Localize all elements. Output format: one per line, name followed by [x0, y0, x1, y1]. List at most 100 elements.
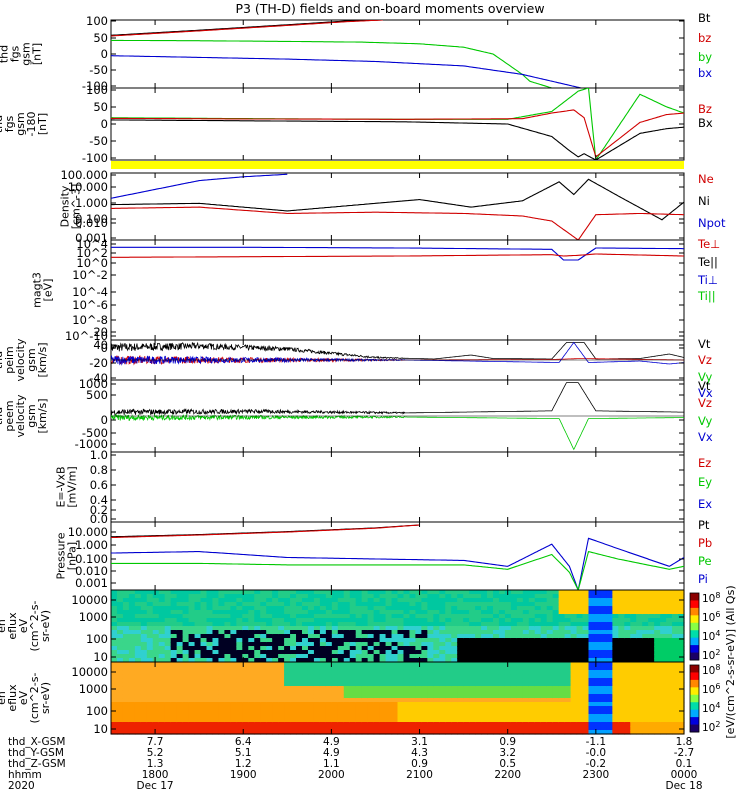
- y-tick-label: -50: [89, 134, 108, 148]
- y-tick-label: -1000: [75, 437, 108, 451]
- series-group: [111, 20, 582, 88]
- legend-Pe: Pe: [698, 554, 712, 568]
- y-tick-label: 10^-10: [65, 329, 108, 343]
- y-axis-label-line: magt3: [31, 272, 44, 308]
- y-tick-label: 0: [101, 341, 108, 355]
- y-axis-label-line: fgs: [3, 115, 16, 132]
- y-tick-label: 0.100: [75, 212, 108, 226]
- y-axis-label-line: thd: [0, 407, 5, 425]
- ephemeris-value: -1.1: [586, 736, 607, 748]
- date-right: Dec 18: [665, 780, 702, 792]
- colorbar-tick: 106: [702, 610, 720, 624]
- y-tick-label: 10^-2: [72, 268, 108, 282]
- y-axis-label-line: peim: [3, 346, 16, 374]
- y-tick-label: 1000: [79, 610, 108, 624]
- colorbar-2: 108 106 104 102: [689, 663, 720, 734]
- ephemeris-value: 0.9: [499, 736, 516, 748]
- legend-Ez: Ez: [698, 456, 711, 470]
- y-axis-label-line: (cm^2-s-: [28, 673, 41, 724]
- series-Pt: [111, 524, 420, 538]
- ephemeris-value: -0.2: [586, 758, 607, 770]
- y-axis-label: Density[cm^-3]: [59, 184, 83, 230]
- y-tick-label: 10^-6: [72, 298, 108, 312]
- y-axis-label: thdpeirenefluxeV(cm^2-s-sr-eV): [0, 601, 52, 652]
- y-tick-label: -50: [89, 63, 108, 77]
- legend-Te||: Te||: [697, 255, 718, 269]
- colorbar-label: [eV/(cm^2-s-sr-eV)] (All Qs): [724, 585, 737, 738]
- spectrogram-peir_en_eflux: [111, 590, 685, 663]
- y-tick-label: 100: [86, 14, 108, 28]
- series-group: [111, 173, 684, 240]
- legend-Vy: Vy: [698, 414, 713, 428]
- y-tick-label: 10000: [71, 593, 108, 607]
- y-tick-label: 0.6: [90, 478, 108, 492]
- y-tick-label: -40: [89, 371, 108, 385]
- y-tick-label: 50: [93, 100, 108, 114]
- legend-Bz: Bz: [698, 102, 712, 116]
- series-Bt: [111, 20, 383, 36]
- y-tick-label: 0.0: [90, 512, 108, 526]
- legend-Pt: Pt: [698, 518, 710, 532]
- y-tick-label: 0.010: [75, 216, 108, 230]
- series-Pb: [111, 524, 420, 539]
- legend-Vx: Vx: [698, 386, 713, 400]
- y-tick-label: -100: [82, 79, 108, 93]
- legend-Ni: Ni: [698, 194, 710, 208]
- ephemeris-value: 1.8: [676, 736, 693, 748]
- legend-Vy: Vy: [698, 370, 713, 384]
- time-tick-label: 2100: [406, 769, 433, 781]
- y-axis-label-line: fgs: [9, 45, 22, 62]
- ephemeris-value: 1.1: [323, 758, 340, 770]
- y-tick-label: 1.000: [75, 196, 108, 210]
- series-group: [111, 88, 684, 160]
- time-tick-label: 2000: [318, 769, 345, 781]
- series-Pi: [111, 537, 684, 590]
- y-axis-label-line: thd: [0, 115, 5, 133]
- panel-peir_en_eflux: 10000 1000 100 10 thdpeirenefluxeV(cm^2-s-sr…: [0, 589, 685, 664]
- colorbar-tick: 102: [702, 648, 720, 662]
- y-axis-label: Pressure[nPa]: [55, 532, 79, 579]
- panel-frame: [110, 239, 685, 341]
- series-by: [111, 39, 552, 88]
- legend-bx: bx: [698, 66, 712, 80]
- ephemeris-value: -2.7: [674, 747, 695, 759]
- series-group: [111, 382, 684, 451]
- y-axis-label-line: eV: [17, 690, 30, 705]
- legend-bz: bz: [698, 31, 711, 45]
- quality-flag-bar: [111, 161, 684, 169]
- ephemeris-value: 0.9: [411, 758, 428, 770]
- y-axis-label-line: gsm: [20, 42, 33, 65]
- y-axis-label-line: thd: [0, 351, 5, 369]
- y-axis-label-line: en: [0, 619, 8, 633]
- colorbar-tick: 104: [702, 629, 720, 643]
- y-axis-label-line: peem: [3, 400, 16, 431]
- legend-Te⊥: Te⊥: [697, 237, 720, 251]
- series-Vt: [111, 341, 684, 360]
- series-Te: [111, 253, 684, 258]
- time-tick-label: 2200: [494, 769, 521, 781]
- ephemeris-value: 4.9: [323, 736, 340, 748]
- y-tick-label: 0.4: [90, 493, 108, 507]
- panel-frame: [110, 521, 685, 591]
- time-tick-label: 1800: [142, 769, 169, 781]
- y-axis-label-line: eflux: [6, 612, 19, 640]
- series-bx: [111, 55, 582, 88]
- plot-title: P3 (TH-D) fields and on-board moments ov…: [235, 1, 544, 16]
- y-axis-label-line: [nPa]: [66, 542, 79, 570]
- ephemeris-value: 6.4: [235, 736, 252, 748]
- y-tick-label: -100: [82, 151, 108, 165]
- legend-by: by: [698, 50, 712, 64]
- legend-Pb: Pb: [698, 536, 712, 550]
- legend-Npot: Npot: [698, 216, 726, 230]
- y-tick-label: 50: [93, 31, 108, 45]
- legend-Bt: Bt: [698, 11, 711, 25]
- legend-Ne: Ne: [698, 172, 714, 186]
- y-tick-label: 100.000: [60, 168, 108, 182]
- ephemeris-value: 3.2: [499, 747, 516, 759]
- y-tick-label: 100: [86, 632, 108, 646]
- series-group: [111, 246, 684, 261]
- legend-Ti||: Ti||: [697, 289, 716, 303]
- y-tick-label: 10.000: [68, 525, 108, 539]
